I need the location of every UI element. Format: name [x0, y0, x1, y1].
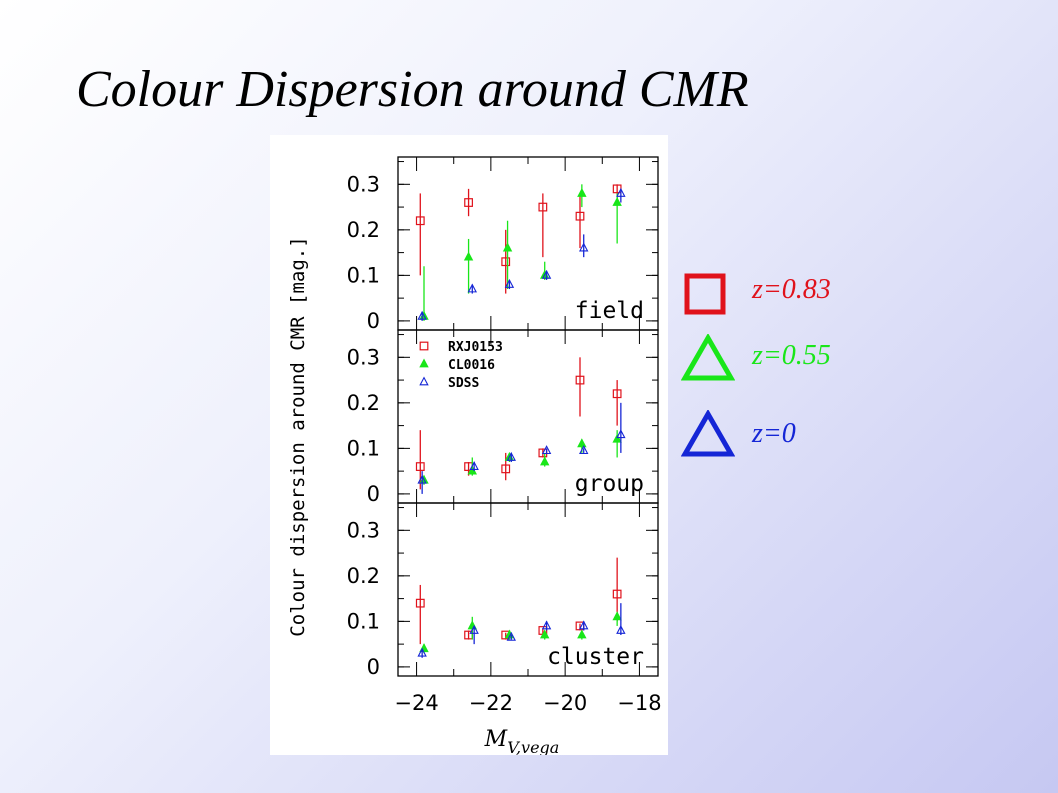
legend-label-z083: z=0.83: [752, 274, 831, 305]
x-tick-label: −22: [469, 691, 513, 715]
y-tick-label: 0.2: [347, 564, 380, 588]
y-tick-label: 0: [367, 482, 380, 506]
data-point: [463, 251, 474, 261]
data-point: [417, 647, 427, 657]
x-tick-label: −18: [617, 691, 661, 715]
data-point: [575, 211, 585, 221]
y-tick-label: 0.3: [347, 345, 380, 369]
slide-title: Colour Dispersion around CMR: [76, 61, 749, 118]
data-point: [612, 389, 622, 399]
y-tick-label: 0.1: [347, 263, 380, 287]
y-axis-label: Colour dispersion around CMR [mag.]: [287, 236, 309, 636]
y-tick-label: 0.3: [347, 172, 380, 196]
data-point: [417, 310, 427, 320]
data-point: [579, 242, 589, 252]
panel-legend-marker: [419, 358, 429, 368]
panel-label-cluster: cluster: [547, 644, 644, 670]
legend-triangle-green-icon: [681, 334, 735, 381]
panel-label-field: field: [575, 298, 644, 324]
data-point: [577, 438, 587, 448]
data-point: [464, 198, 473, 207]
data-point: [612, 611, 622, 621]
panel-legend-label: SDSS: [448, 376, 479, 391]
data-point: [541, 269, 552, 279]
panel-legend-label: CL0016: [448, 358, 495, 373]
data-point: [577, 629, 587, 639]
data-point: [469, 461, 479, 470]
data-point: [417, 474, 427, 484]
data-point: [577, 187, 587, 197]
y-tick-label: 0: [367, 309, 380, 333]
data-point: [540, 456, 550, 466]
data-point: [616, 624, 626, 634]
legend-square-icon: [684, 273, 726, 315]
panel-legend-marker: [419, 341, 429, 351]
data-point: [616, 429, 626, 439]
chart-figure: 0 0.1 0.2 0.3 field 0 0.1 0.2 0.3 group 0 0.1 0.2 0.3…: [270, 135, 668, 755]
data-point: [415, 216, 425, 226]
chart-svg: 0 0.1 0.2 0.3 field 0 0.1 0.2 0.3 group 0 0.1 0.2 0.3…: [287, 156, 662, 755]
data-point: [575, 375, 585, 385]
data-point: [612, 196, 622, 206]
data-point: [415, 598, 425, 608]
data-point: [506, 631, 516, 641]
data-point: [540, 629, 550, 639]
data-point: [504, 278, 515, 288]
panel-legend-marker: [419, 376, 429, 386]
data-point: [612, 589, 622, 599]
y-tick-label: 0.2: [347, 218, 380, 242]
data-point: [506, 451, 516, 461]
data-point: [467, 283, 477, 293]
data-point: [538, 202, 548, 212]
data-point: [579, 620, 589, 630]
data-point: [579, 445, 589, 455]
legend-triangle-blue-icon: [681, 410, 735, 457]
data-point: [612, 433, 622, 443]
y-tick-label: 0.3: [347, 518, 380, 542]
data-point: [415, 462, 425, 471]
x-axis-label: MV,vega: [484, 727, 560, 755]
panel-legend-label: RXJ0153: [448, 340, 503, 355]
data-point: [501, 257, 511, 267]
y-tick-label: 0.1: [347, 609, 380, 633]
y-tick-label: 0: [367, 655, 380, 679]
data-point: [502, 242, 513, 252]
y-tick-label: 0.1: [347, 436, 380, 460]
data-point: [616, 187, 626, 197]
y-tick-label: 0.2: [347, 391, 380, 415]
data-point: [541, 445, 552, 455]
data-point: [541, 620, 552, 630]
data-point: [469, 624, 479, 634]
x-tick-label: −24: [394, 691, 438, 715]
panel-label-group: group: [575, 471, 644, 497]
legend-label-z0: z=0: [752, 418, 796, 449]
x-tick-label: −20: [543, 691, 587, 715]
legend-label-z055: z=0.55: [752, 340, 831, 371]
data-point: [501, 464, 511, 474]
